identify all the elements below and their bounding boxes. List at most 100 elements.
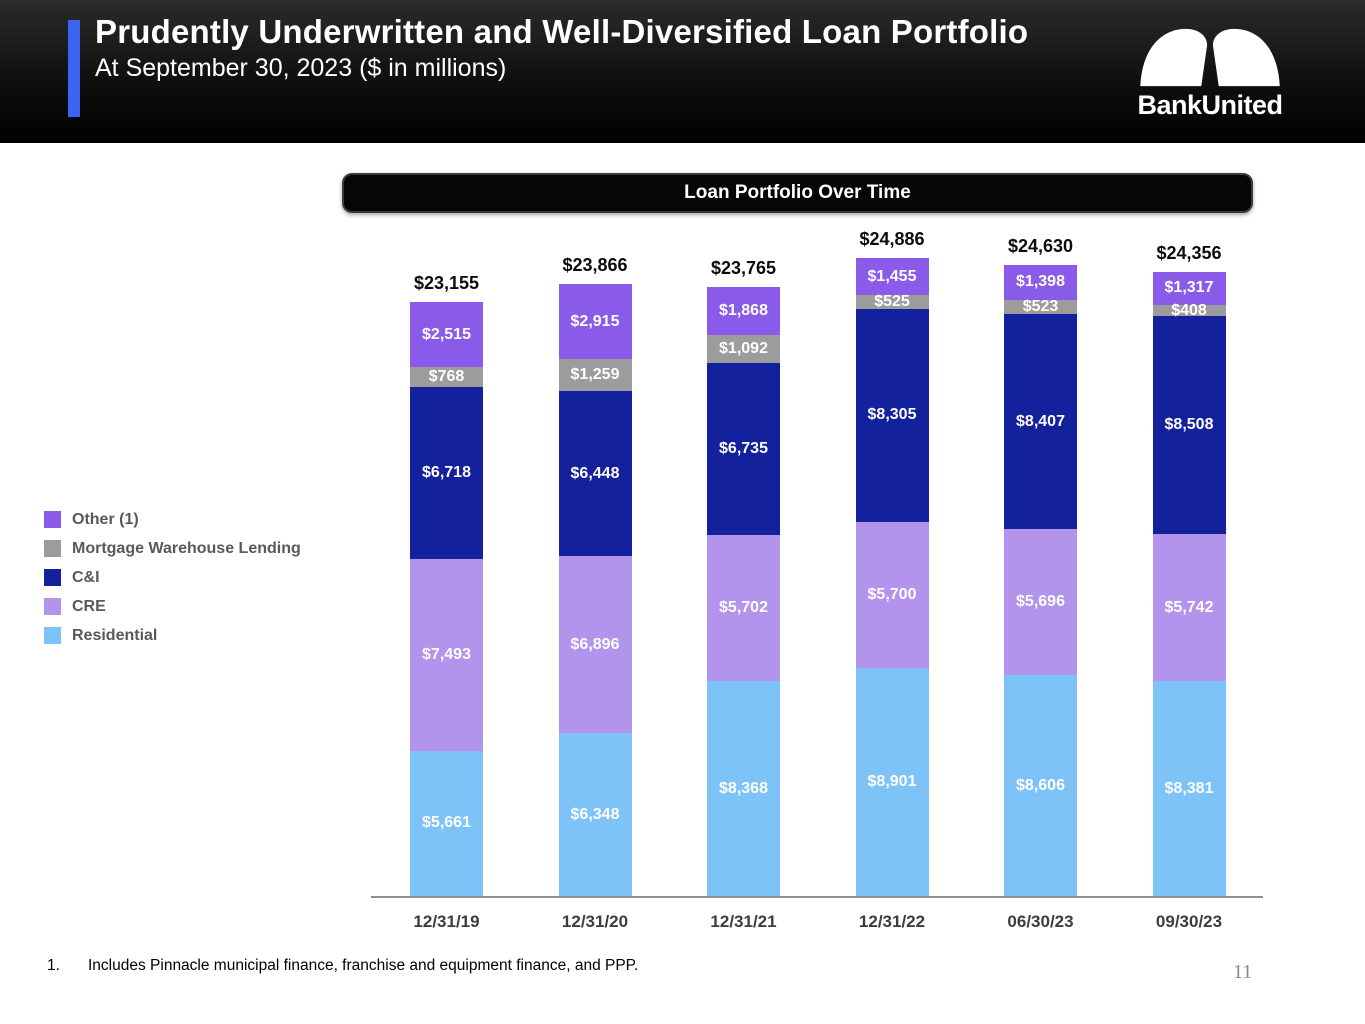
stacked-bar: $2,915 $1,259 $6,448 $6,896 $6,348 — [558, 284, 632, 896]
segment-value-label: $525 — [874, 293, 910, 311]
chart-legend: Other (1) Mortgage Warehouse Lending C&I CR… — [44, 511, 301, 656]
segment-value-label: $1,868 — [719, 301, 768, 319]
bar-total-label: $24,886 — [859, 229, 925, 249]
bar-segment: $8,606 — [1004, 675, 1077, 896]
bar-segment: $1,398 — [1004, 264, 1077, 301]
x-axis-tick-label: 12/31/22 — [858, 912, 926, 931]
footnote-number: 1. — [47, 957, 60, 974]
segment-value-label: $5,661 — [422, 814, 471, 832]
segment-value-label: $1,317 — [1164, 279, 1214, 297]
legend-item: C&I — [44, 569, 301, 586]
bar-segment: $523 — [1004, 298, 1077, 316]
bar-segment: $2,915 — [558, 284, 632, 359]
segment-value-label: $8,368 — [719, 779, 768, 797]
x-axis-tick-label: 12/31/21 — [710, 912, 777, 931]
bar-segment: $5,742 — [1152, 533, 1226, 682]
legend-label: Mortgage Warehouse Lending — [72, 539, 301, 557]
stacked-bar: $1,455 $525 $8,305 $5,700 $8,901 — [855, 258, 929, 896]
bar-segment: $1,259 — [558, 358, 632, 392]
segment-value-label: $5,702 — [719, 599, 768, 617]
segment-value-label: $1,398 — [1016, 273, 1065, 291]
legend-label: Residential — [72, 626, 158, 644]
bar-segment: $5,696 — [1004, 529, 1077, 676]
legend-swatch-icon — [44, 540, 61, 557]
bar-segment: $7,493 — [410, 558, 483, 751]
segment-value-label: $5,696 — [1016, 593, 1065, 611]
bar-total-label: $24,630 — [1007, 235, 1074, 256]
x-axis-tick-label: 12/31/20 — [561, 912, 629, 931]
x-axis-tick-label: 06/30/23 — [1007, 912, 1074, 931]
legend-label: Other (1) — [72, 510, 139, 528]
legend-swatch-icon — [44, 627, 61, 644]
bar-segment: $1,868 — [707, 286, 780, 335]
bar-segment: $6,348 — [558, 733, 632, 896]
accent-bar — [68, 20, 80, 117]
footnote: 1. Includes Pinnacle municipal finance, f… — [47, 957, 638, 975]
legend-swatch-icon — [44, 511, 61, 528]
legend-item: Mortgage Warehouse Lending — [44, 540, 301, 557]
bar-segment: $525 — [855, 293, 929, 311]
segment-value-label: $8,407 — [1016, 412, 1065, 430]
bar-total-label: $23,765 — [710, 257, 777, 278]
segment-value-label: $8,901 — [867, 772, 917, 790]
bar-segment: $6,735 — [707, 362, 780, 536]
arches-icon — [1140, 28, 1280, 87]
stacked-bar: $1,317 $408 $8,508 $5,742 $8,381 — [1152, 271, 1226, 896]
segment-value-label: $6,896 — [570, 635, 620, 653]
footnote-text: Includes Pinnacle municipal finance, fra… — [88, 957, 639, 974]
segment-value-label: $7,493 — [422, 645, 471, 663]
bar-total-label: $23,866 — [562, 255, 628, 276]
segment-value-label: $5,742 — [1164, 598, 1214, 616]
legend-label: CRE — [72, 597, 106, 615]
bar-segment: $5,700 — [855, 521, 929, 668]
segment-value-label: $768 — [428, 367, 465, 385]
chart-title: Loan Portfolio Over Time — [684, 182, 911, 203]
bar-total-label: $24,356 — [1156, 242, 1222, 263]
bar-segment: $1,455 — [855, 258, 929, 296]
bar-segment: $2,515 — [410, 302, 483, 367]
segment-value-label: $523 — [1022, 298, 1059, 316]
segment-value-label: $2,515 — [422, 325, 471, 343]
bar-segment: $8,508 — [1152, 315, 1226, 534]
stacked-bar: $1,398 $523 $8,407 $5,696 $8,606 — [1004, 264, 1077, 896]
bar-segment: $8,407 — [1004, 313, 1077, 530]
bar-segment: $6,896 — [558, 556, 632, 734]
bar-segment: $8,305 — [855, 308, 929, 522]
segment-value-label: $2,915 — [570, 312, 620, 330]
logo-wordmark: BankUnited — [1137, 90, 1283, 120]
bar-segment: $1,317 — [1152, 271, 1226, 306]
bar-segment: $408 — [1152, 302, 1226, 318]
legend-swatch-icon — [44, 598, 61, 615]
segment-value-label: $8,508 — [1164, 415, 1214, 433]
bar-segment: $6,718 — [410, 386, 483, 559]
page-number: 11 — [1233, 961, 1253, 983]
x-axis-tick-label: 12/31/19 — [413, 912, 480, 931]
page-title: Prudently Underwritten and Well-Diversif… — [95, 13, 1029, 50]
segment-value-label: $1,259 — [570, 366, 620, 383]
segment-value-label: $1,092 — [719, 339, 768, 357]
segment-value-label: $6,348 — [570, 805, 620, 823]
x-axis-tick-label: 09/30/23 — [1155, 912, 1223, 931]
legend-item: CRE — [44, 598, 301, 615]
segment-value-label: $6,718 — [422, 463, 471, 481]
segment-value-label: $8,305 — [867, 406, 917, 424]
segment-value-label: $5,700 — [867, 585, 917, 603]
chart-title-badge: Loan Portfolio Over Time — [342, 173, 1253, 213]
slide-header: Prudently Underwritten and Well-Diversif… — [0, 0, 1365, 143]
bar-segment: $8,381 — [1152, 681, 1226, 896]
bar-segment: $1,092 — [707, 334, 780, 363]
segment-value-label: $8,606 — [1016, 776, 1065, 794]
stacked-bar: $1,868 $1,092 $6,735 $5,702 $8,368 — [707, 286, 780, 896]
legend-label: C&I — [72, 568, 100, 586]
bankunited-logo: BankUnited — [1133, 26, 1287, 121]
plot-area: $2,515 $768 $6,718 $7,493 $5,661 $23,155 12/31… — [371, 229, 1263, 931]
title-block: Prudently Underwritten and Well-Diversif… — [95, 13, 1055, 83]
bar-segment: $8,901 — [855, 667, 929, 896]
bar-segment: $768 — [410, 366, 483, 387]
bar-segment: $5,702 — [707, 535, 780, 682]
legend-item: Residential — [44, 627, 301, 644]
segment-value-label: $6,735 — [719, 439, 768, 457]
bar-segment: $5,661 — [410, 750, 483, 896]
legend-item: Other (1) — [44, 511, 301, 528]
segment-value-label: $408 — [1171, 301, 1207, 319]
